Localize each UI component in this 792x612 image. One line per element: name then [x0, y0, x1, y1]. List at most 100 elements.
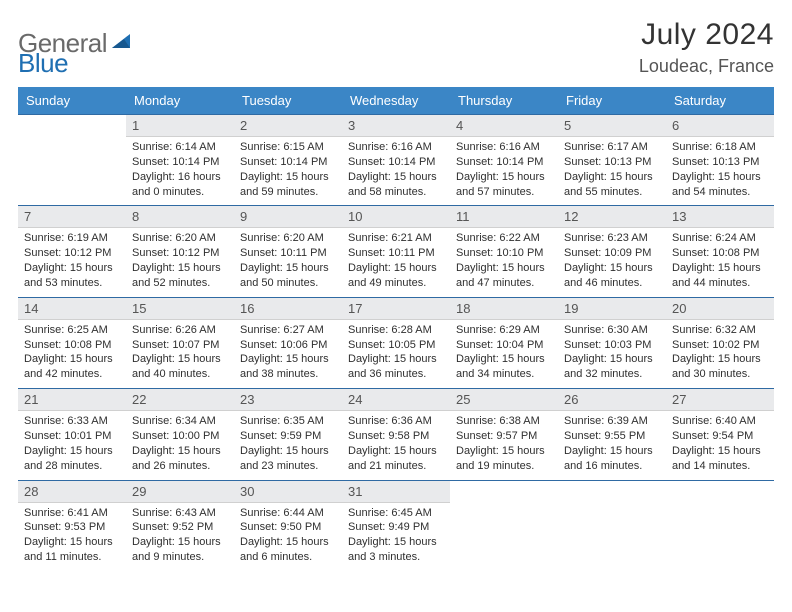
calendar-cell: 11Sunrise: 6:22 AMSunset: 10:10 PMDaylig…	[450, 205, 558, 296]
sunrise-text: Sunrise: 6:34 AM	[132, 414, 228, 429]
day-details: Sunrise: 6:30 AMSunset: 10:03 PMDaylight…	[558, 320, 666, 388]
daylight-text: Daylight: 15 hours and 23 minutes.	[240, 444, 336, 474]
logo-blue-wrap: Blue	[18, 48, 68, 79]
calendar-cell: 31Sunrise: 6:45 AMSunset: 9:49 PMDayligh…	[342, 480, 450, 571]
sunrise-text: Sunrise: 6:44 AM	[240, 506, 336, 521]
daylight-text: Daylight: 16 hours and 0 minutes.	[132, 170, 228, 200]
sunrise-text: Sunrise: 6:35 AM	[240, 414, 336, 429]
daylight-text: Daylight: 15 hours and 50 minutes.	[240, 261, 336, 291]
day-number: 16	[234, 297, 342, 320]
sunrise-text: Sunrise: 6:24 AM	[672, 231, 768, 246]
day-details: Sunrise: 6:40 AMSunset: 9:54 PMDaylight:…	[666, 411, 774, 479]
sunset-text: Sunset: 10:09 PM	[564, 246, 660, 261]
calendar-cell: 14Sunrise: 6:25 AMSunset: 10:08 PMDaylig…	[18, 297, 126, 388]
day-details: Sunrise: 6:32 AMSunset: 10:02 PMDaylight…	[666, 320, 774, 388]
location-label: Loudeac, France	[639, 56, 774, 77]
day-number: 25	[450, 388, 558, 411]
sunrise-text: Sunrise: 6:36 AM	[348, 414, 444, 429]
calendar-cell: 2Sunrise: 6:15 AMSunset: 10:14 PMDayligh…	[234, 114, 342, 205]
daylight-text: Daylight: 15 hours and 52 minutes.	[132, 261, 228, 291]
sunset-text: Sunset: 10:13 PM	[564, 155, 660, 170]
day-details: Sunrise: 6:15 AMSunset: 10:14 PMDaylight…	[234, 137, 342, 205]
sunrise-text: Sunrise: 6:29 AM	[456, 323, 552, 338]
day-details: Sunrise: 6:39 AMSunset: 9:55 PMDaylight:…	[558, 411, 666, 479]
sunrise-text: Sunrise: 6:32 AM	[672, 323, 768, 338]
day-details: Sunrise: 6:36 AMSunset: 9:58 PMDaylight:…	[342, 411, 450, 479]
day-number: 18	[450, 297, 558, 320]
day-number: 20	[666, 297, 774, 320]
calendar-row: 7Sunrise: 6:19 AMSunset: 10:12 PMDayligh…	[18, 205, 774, 296]
day-details: Sunrise: 6:45 AMSunset: 9:49 PMDaylight:…	[342, 503, 450, 571]
calendar-row: 14Sunrise: 6:25 AMSunset: 10:08 PMDaylig…	[18, 297, 774, 388]
day-details: Sunrise: 6:41 AMSunset: 9:53 PMDaylight:…	[18, 503, 126, 571]
day-details: Sunrise: 6:14 AMSunset: 10:14 PMDaylight…	[126, 137, 234, 205]
calendar-header-row: Sunday Monday Tuesday Wednesday Thursday…	[18, 87, 774, 114]
sunset-text: Sunset: 10:14 PM	[132, 155, 228, 170]
calendar-cell: 6Sunrise: 6:18 AMSunset: 10:13 PMDayligh…	[666, 114, 774, 205]
day-number: 14	[18, 297, 126, 320]
daylight-text: Daylight: 15 hours and 34 minutes.	[456, 352, 552, 382]
day-number: 10	[342, 205, 450, 228]
day-number: 21	[18, 388, 126, 411]
daylight-text: Daylight: 15 hours and 16 minutes.	[564, 444, 660, 474]
day-details: Sunrise: 6:16 AMSunset: 10:14 PMDaylight…	[450, 137, 558, 205]
daylight-text: Daylight: 15 hours and 42 minutes.	[24, 352, 120, 382]
day-number: 4	[450, 114, 558, 137]
calendar-cell: 4Sunrise: 6:16 AMSunset: 10:14 PMDayligh…	[450, 114, 558, 205]
day-details: Sunrise: 6:34 AMSunset: 10:00 PMDaylight…	[126, 411, 234, 479]
calendar-cell: 24Sunrise: 6:36 AMSunset: 9:58 PMDayligh…	[342, 388, 450, 479]
sunset-text: Sunset: 10:11 PM	[240, 246, 336, 261]
calendar-cell: 18Sunrise: 6:29 AMSunset: 10:04 PMDaylig…	[450, 297, 558, 388]
sunrise-text: Sunrise: 6:20 AM	[132, 231, 228, 246]
sunrise-text: Sunrise: 6:14 AM	[132, 140, 228, 155]
sunset-text: Sunset: 10:13 PM	[672, 155, 768, 170]
calendar-cell: 21Sunrise: 6:33 AMSunset: 10:01 PMDaylig…	[18, 388, 126, 479]
weekday-header: Friday	[558, 87, 666, 114]
day-number: 30	[234, 480, 342, 503]
sunset-text: Sunset: 9:53 PM	[24, 520, 120, 535]
calendar-cell	[450, 480, 558, 571]
sunrise-text: Sunrise: 6:28 AM	[348, 323, 444, 338]
sunrise-text: Sunrise: 6:26 AM	[132, 323, 228, 338]
sunset-text: Sunset: 10:05 PM	[348, 338, 444, 353]
sunset-text: Sunset: 10:06 PM	[240, 338, 336, 353]
day-number: 7	[18, 205, 126, 228]
daylight-text: Daylight: 15 hours and 40 minutes.	[132, 352, 228, 382]
daylight-text: Daylight: 15 hours and 11 minutes.	[24, 535, 120, 565]
day-details: Sunrise: 6:26 AMSunset: 10:07 PMDaylight…	[126, 320, 234, 388]
daylight-text: Daylight: 15 hours and 9 minutes.	[132, 535, 228, 565]
sunset-text: Sunset: 10:01 PM	[24, 429, 120, 444]
day-number: 12	[558, 205, 666, 228]
calendar-cell: 26Sunrise: 6:39 AMSunset: 9:55 PMDayligh…	[558, 388, 666, 479]
day-details: Sunrise: 6:17 AMSunset: 10:13 PMDaylight…	[558, 137, 666, 205]
day-details: Sunrise: 6:33 AMSunset: 10:01 PMDaylight…	[18, 411, 126, 479]
sunrise-text: Sunrise: 6:15 AM	[240, 140, 336, 155]
sunset-text: Sunset: 9:49 PM	[348, 520, 444, 535]
weekday-header: Sunday	[18, 87, 126, 114]
calendar-cell: 16Sunrise: 6:27 AMSunset: 10:06 PMDaylig…	[234, 297, 342, 388]
day-number: 26	[558, 388, 666, 411]
sunset-text: Sunset: 10:12 PM	[24, 246, 120, 261]
day-details: Sunrise: 6:24 AMSunset: 10:08 PMDaylight…	[666, 228, 774, 296]
sunrise-text: Sunrise: 6:45 AM	[348, 506, 444, 521]
day-details: Sunrise: 6:19 AMSunset: 10:12 PMDaylight…	[18, 228, 126, 296]
calendar-page: General July 2024 Loudeac, France Blue S…	[0, 0, 792, 612]
day-details: Sunrise: 6:38 AMSunset: 9:57 PMDaylight:…	[450, 411, 558, 479]
calendar-cell: 3Sunrise: 6:16 AMSunset: 10:14 PMDayligh…	[342, 114, 450, 205]
day-number: 19	[558, 297, 666, 320]
calendar-cell: 27Sunrise: 6:40 AMSunset: 9:54 PMDayligh…	[666, 388, 774, 479]
calendar-cell: 13Sunrise: 6:24 AMSunset: 10:08 PMDaylig…	[666, 205, 774, 296]
calendar-row: 28Sunrise: 6:41 AMSunset: 9:53 PMDayligh…	[18, 480, 774, 571]
day-number	[558, 480, 666, 502]
sunrise-text: Sunrise: 6:16 AM	[456, 140, 552, 155]
sunrise-text: Sunrise: 6:27 AM	[240, 323, 336, 338]
calendar-cell: 23Sunrise: 6:35 AMSunset: 9:59 PMDayligh…	[234, 388, 342, 479]
sunset-text: Sunset: 9:54 PM	[672, 429, 768, 444]
logo-text-blue: Blue	[18, 48, 68, 78]
sunrise-text: Sunrise: 6:43 AM	[132, 506, 228, 521]
calendar-cell: 19Sunrise: 6:30 AMSunset: 10:03 PMDaylig…	[558, 297, 666, 388]
daylight-text: Daylight: 15 hours and 59 minutes.	[240, 170, 336, 200]
sunset-text: Sunset: 10:11 PM	[348, 246, 444, 261]
sunrise-text: Sunrise: 6:18 AM	[672, 140, 768, 155]
sunrise-text: Sunrise: 6:25 AM	[24, 323, 120, 338]
